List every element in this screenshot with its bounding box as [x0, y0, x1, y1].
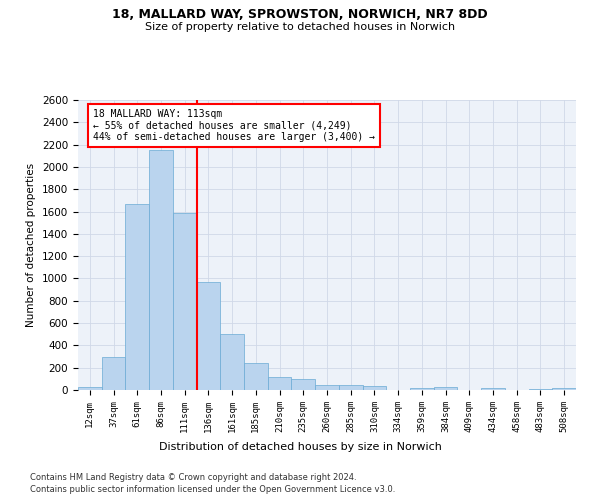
Bar	[268, 376, 292, 390]
Bar	[125, 204, 149, 390]
Text: Size of property relative to detached houses in Norwich: Size of property relative to detached ho…	[145, 22, 455, 32]
Text: Contains public sector information licensed under the Open Government Licence v3: Contains public sector information licen…	[30, 485, 395, 494]
Text: 18, MALLARD WAY, SPROWSTON, NORWICH, NR7 8DD: 18, MALLARD WAY, SPROWSTON, NORWICH, NR7…	[112, 8, 488, 20]
Text: Contains HM Land Registry data © Crown copyright and database right 2024.: Contains HM Land Registry data © Crown c…	[30, 472, 356, 482]
Bar	[173, 212, 197, 390]
Bar	[434, 387, 457, 390]
Bar	[339, 385, 362, 390]
Bar	[102, 357, 125, 390]
Bar	[244, 362, 268, 390]
Bar	[410, 388, 434, 390]
Bar	[552, 388, 576, 390]
Bar	[197, 282, 220, 390]
Bar	[315, 385, 339, 390]
Y-axis label: Number of detached properties: Number of detached properties	[26, 163, 37, 327]
Text: Distribution of detached houses by size in Norwich: Distribution of detached houses by size …	[158, 442, 442, 452]
Text: 18 MALLARD WAY: 113sqm
← 55% of detached houses are smaller (4,249)
44% of semi-: 18 MALLARD WAY: 113sqm ← 55% of detached…	[93, 108, 375, 142]
Bar	[149, 150, 173, 390]
Bar	[78, 387, 102, 390]
Bar	[362, 386, 386, 390]
Bar	[481, 388, 505, 390]
Bar	[292, 380, 315, 390]
Bar	[220, 334, 244, 390]
